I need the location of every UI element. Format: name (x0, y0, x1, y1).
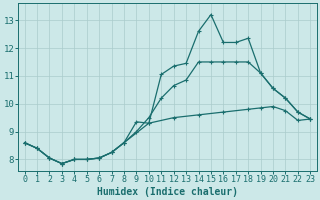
X-axis label: Humidex (Indice chaleur): Humidex (Indice chaleur) (97, 186, 238, 197)
